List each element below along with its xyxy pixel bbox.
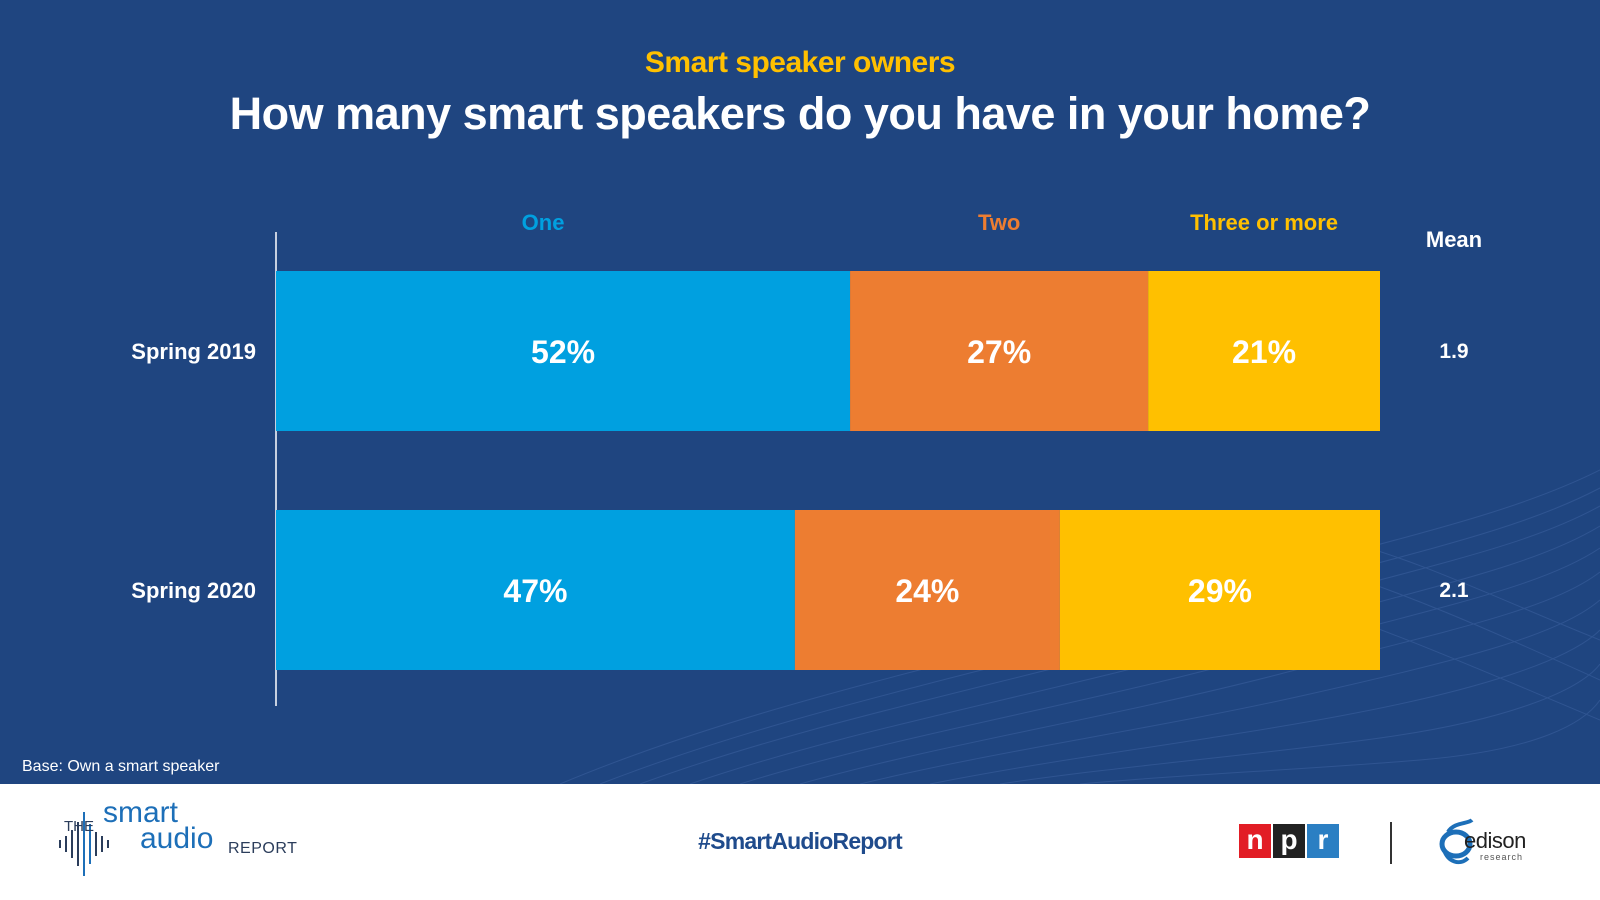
edison-research-logo-icon xyxy=(1439,818,1474,865)
bar-segment-2 xyxy=(850,271,1149,431)
edison-sub: research xyxy=(1480,852,1524,862)
bar-segment-3 xyxy=(1059,510,1380,670)
category-label: Spring 2020 xyxy=(131,578,256,603)
logo-audio-text: audio xyxy=(140,822,214,855)
stacked-bar-chart: One Two Three or more Mean Spring 2019 52% 27%… xyxy=(131,210,1482,706)
data-label: 47% xyxy=(503,573,567,609)
slide-background: Smart speaker owners How many smart spea… xyxy=(0,0,1600,784)
mean-value: 2.1 xyxy=(1439,579,1469,602)
data-label: 24% xyxy=(895,573,959,609)
chart-subtitle: Smart speaker owners xyxy=(644,46,956,79)
edison-name: edison xyxy=(1464,828,1526,853)
bar-segment-2 xyxy=(794,510,1060,670)
mean-value: 1.9 xyxy=(1439,340,1468,363)
logo-divider xyxy=(1390,822,1392,864)
legend-label-2: Two xyxy=(978,210,1020,235)
smart-audio-report-logo xyxy=(59,812,109,876)
npr-logo: n p r xyxy=(1239,824,1339,858)
npr-letter-n: n xyxy=(1239,824,1271,858)
category-label: Spring 2019 xyxy=(131,339,256,364)
legend-label-1: One xyxy=(522,210,565,235)
logo-report-text: REPORT xyxy=(228,840,298,857)
npr-letter-r: r xyxy=(1307,824,1339,858)
data-label: 29% xyxy=(1188,573,1252,609)
legend-label-3: Three or more xyxy=(1190,210,1338,235)
npr-letter-p: p xyxy=(1273,824,1305,858)
bar-segment-1 xyxy=(276,510,795,670)
data-label: 27% xyxy=(967,334,1031,370)
chart-title: How many smart speakers do you have in y… xyxy=(229,88,1371,139)
bar-segment-1 xyxy=(276,271,851,431)
logo-smart-text: smart xyxy=(103,796,178,829)
logo-the-text: THE xyxy=(64,818,94,835)
bar-segment-3 xyxy=(1148,271,1380,431)
footer: THE smart audio REPORT #SmartAudioReport… xyxy=(0,784,1600,900)
base-note: Base: Own a smart speaker xyxy=(22,758,220,775)
data-label: 52% xyxy=(531,334,595,370)
mean-header: Mean xyxy=(1426,227,1482,252)
data-label: 21% xyxy=(1232,334,1296,370)
hashtag: #SmartAudioReport xyxy=(698,828,902,854)
